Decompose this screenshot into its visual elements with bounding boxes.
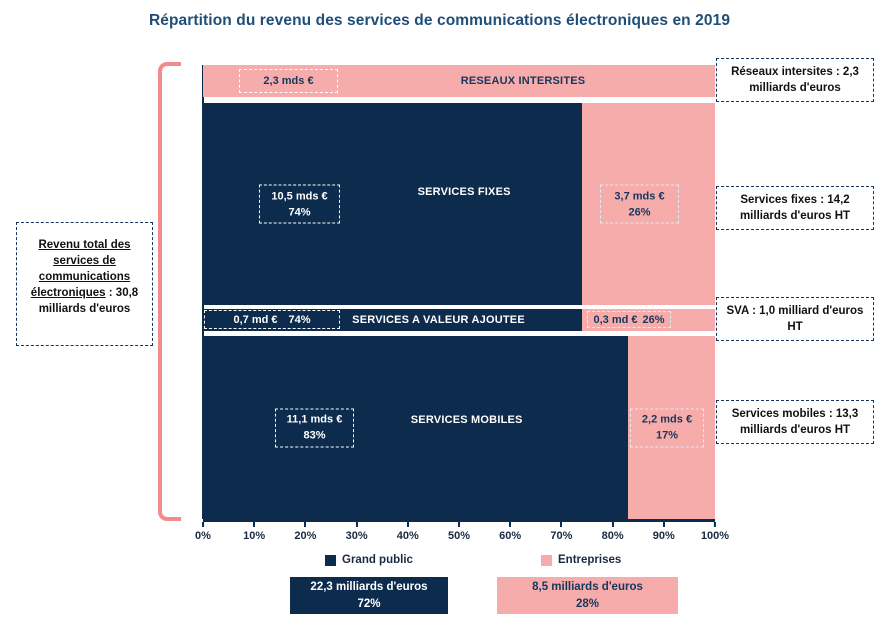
annotation-services-mobiles: Services mobiles : 13,3 milliards d'euro…	[716, 400, 874, 444]
total-value: 8,5 milliards d'euros	[532, 580, 643, 593]
value-box-mobiles-grand-public: 11,1 mds € 83%	[275, 408, 354, 447]
value-box-fixes-grand-public: 10,5 mds € 74%	[259, 184, 340, 224]
annotation-sva: SVA : 1,0 milliard d'euros HT	[716, 297, 874, 341]
stacked-bar-chart: 2,3 mds € RESEAUX INTERSITES 10,5 mds € …	[195, 65, 729, 542]
x-tick-0: 0%	[195, 522, 211, 542]
value-label: 0,7 md €	[233, 313, 278, 326]
value-box-intersites: 2,3 mds €	[239, 69, 338, 93]
total-value: 22,3 milliards d'euros	[310, 580, 428, 593]
bar-row-reseaux-intersites: 2,3 mds € RESEAUX INTERSITES	[203, 65, 715, 97]
value-label: 0,3 md €	[593, 313, 638, 326]
value-label: 11,1 mds €	[286, 413, 343, 426]
x-tick-20: 20%	[294, 522, 316, 542]
x-tick-10: 10%	[243, 522, 265, 542]
category-label-fixes: SERVICES FIXES	[417, 185, 511, 198]
legend-swatch-grand-public	[325, 554, 336, 566]
category-label-intersites: RESEAUX INTERSITES	[460, 75, 586, 88]
x-axis-line	[203, 519, 715, 522]
total-revenue-value-text: : 30,8 milliards d'euros	[38, 287, 139, 316]
category-label-sva: SERVICES A VALEUR AJOUTEE	[352, 314, 525, 326]
x-tick-40: 40%	[397, 522, 419, 542]
pct-label: 17%	[655, 429, 679, 442]
x-tick-30: 30%	[346, 522, 368, 542]
segment-grand-public	[203, 336, 628, 519]
annotation-reseaux-intersites: Réseaux intersites : 2,3 milliards d'eur…	[716, 58, 874, 102]
pct-label: 26%	[628, 206, 651, 218]
legend-label: Grand public	[342, 554, 413, 566]
total-pct: 28%	[575, 597, 600, 610]
x-tick-60: 60%	[499, 522, 521, 542]
total-bracket	[158, 62, 181, 521]
total-entreprises: 8,5 milliards d'euros 28%	[497, 577, 678, 614]
legend-item-grand-public: Grand public	[325, 554, 413, 566]
x-tick-50: 50%	[448, 522, 470, 542]
bar-row-sva: 0,7 md € 74% SERVICES A VALEUR AJOUTEE 0…	[203, 309, 715, 331]
x-tick-90: 90%	[653, 522, 675, 542]
value-label: 3,7 mds €	[614, 190, 665, 202]
total-grand-public: 22,3 milliards d'euros 72%	[290, 577, 448, 614]
value-label: 2,3 mds €	[263, 75, 314, 87]
x-tick-70: 70%	[550, 522, 572, 542]
value-label: 2,2 mds €	[641, 413, 693, 426]
legend-item-entreprises: Entreprises	[541, 554, 621, 566]
value-box-mobiles-entreprises: 2,2 mds € 17%	[630, 408, 704, 447]
chart-title: Répartition du revenu des services de co…	[148, 12, 731, 29]
total-revenue-underlined-text: Revenu total des services de communicati…	[30, 239, 131, 300]
segment-entreprises	[203, 65, 715, 97]
segment-grand-public	[203, 103, 582, 305]
value-box-sva-entreprises: 0,3 md € 26%	[587, 311, 671, 328]
total-pct: 72%	[357, 597, 381, 610]
bar-row-services-fixes: 10,5 mds € 74% SERVICES FIXES 3,7 mds € …	[203, 103, 715, 305]
pct-label: 74%	[288, 206, 311, 218]
x-tick-100: 100%	[701, 522, 729, 542]
category-label-mobiles: SERVICES MOBILES	[410, 414, 523, 427]
pct-label: 26%	[642, 313, 665, 326]
value-label: 10,5 mds €	[271, 190, 328, 202]
value-box-sva-grand-public: 0,7 md € 74%	[204, 310, 340, 329]
annotation-services-fixes: Services fixes : 14,2 milliards d'euros …	[716, 186, 874, 230]
segment-grand-public	[203, 309, 582, 331]
value-box-fixes-entreprises: 3,7 mds € 26%	[600, 184, 679, 224]
pct-label: 83%	[303, 429, 326, 442]
pct-label: 74%	[288, 313, 311, 326]
bar-row-services-mobiles: 11,1 mds € 83% SERVICES MOBILES 2,2 mds …	[203, 336, 715, 519]
legend-label: Entreprises	[558, 554, 622, 566]
legend-swatch-entreprises	[541, 554, 552, 566]
total-revenue-annotation: Revenu total des services de communicati…	[16, 222, 153, 346]
x-tick-80: 80%	[602, 522, 624, 542]
